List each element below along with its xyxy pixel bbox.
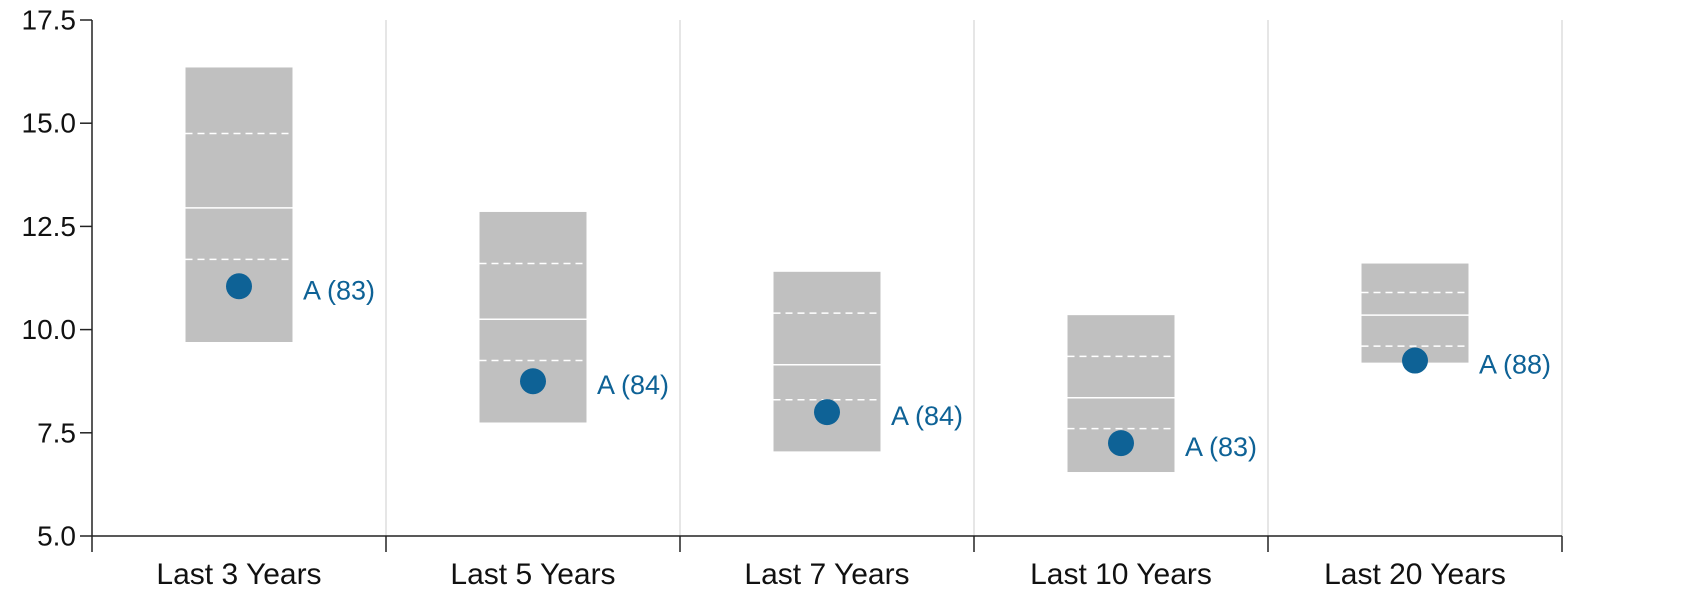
- y-tick-label: 12.5: [22, 211, 77, 242]
- data-point: [1402, 347, 1428, 374]
- x-tick-label: Last 3 Years: [156, 558, 321, 591]
- x-tick-label: Last 7 Years: [744, 558, 909, 591]
- data-points: A (83) A (84) A (84) A (83) A (88): [226, 273, 1551, 462]
- x-tick-label: Last 20 Years: [1324, 558, 1506, 591]
- data-point-label: A (84): [597, 370, 669, 400]
- range-box: [185, 67, 293, 342]
- x-tick-label: Last 10 Years: [1030, 558, 1212, 591]
- x-axis-ticks: Last 3 Years Last 5 Years Last 7 Years Last…: [91, 536, 1563, 591]
- x-tick-label: Last 5 Years: [450, 558, 615, 591]
- y-tick-label: 7.5: [37, 417, 76, 448]
- data-point-label: A (83): [303, 275, 375, 305]
- data-point-label: A (84): [891, 401, 963, 431]
- range-boxes: [185, 67, 1469, 473]
- data-point: [520, 368, 546, 395]
- y-tick-label: 17.5: [22, 5, 77, 36]
- y-tick-label: 5.0: [37, 521, 76, 552]
- data-point: [814, 399, 840, 426]
- y-axis-ticks: 5.0 7.5 10.0 12.5 15.0 17.5: [22, 5, 92, 552]
- y-tick-label: 10.0: [22, 314, 77, 345]
- axes: [91, 20, 1562, 537]
- y-tick-label: 15.0: [22, 108, 77, 139]
- data-point-label: A (88): [1479, 350, 1551, 380]
- data-point: [1108, 430, 1134, 457]
- data-point: [226, 273, 252, 300]
- data-point-label: A (83): [1185, 432, 1257, 462]
- category-dividers: [385, 20, 1563, 536]
